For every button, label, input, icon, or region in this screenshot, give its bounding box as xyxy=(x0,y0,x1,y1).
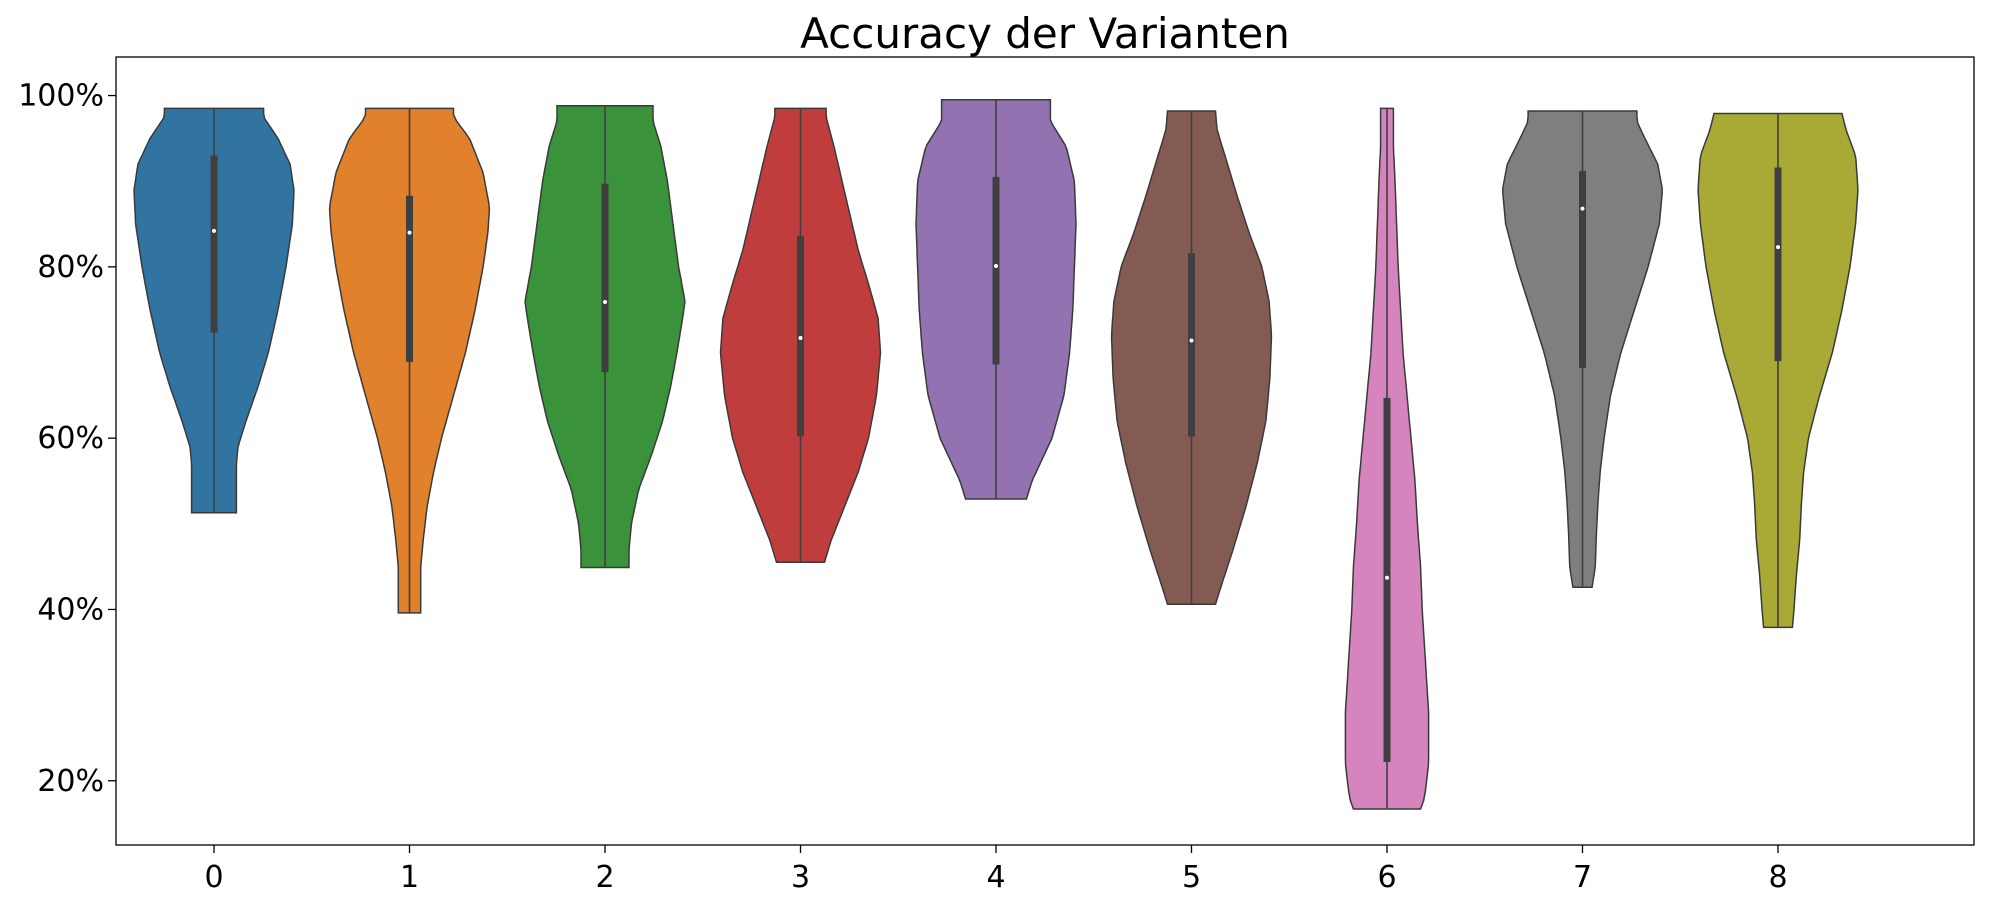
violin-iqr-box-6 xyxy=(1383,397,1391,762)
violins-group xyxy=(133,99,1859,810)
violin-iqr-box-7 xyxy=(1579,170,1586,368)
y-tick-label: 60% xyxy=(37,421,104,456)
violin-median-5 xyxy=(1189,338,1194,343)
violin-median-0 xyxy=(212,228,216,233)
violin-1 xyxy=(328,107,491,614)
x-tick-label: 4 xyxy=(986,860,1005,895)
violin-iqr-box-1 xyxy=(406,195,413,362)
x-tick-label: 2 xyxy=(595,860,614,895)
violin-median-2 xyxy=(603,299,607,304)
violin-median-4 xyxy=(994,263,998,268)
violin-iqr-box-2 xyxy=(601,183,609,373)
violin-iqr-box-4 xyxy=(992,176,1000,365)
y-axis: 20% 40% 60% 80% 100% xyxy=(18,79,116,799)
violin-median-3 xyxy=(798,335,803,340)
x-axis: 0 1 2 3 4 5 6 7 8 xyxy=(204,845,1788,895)
chart-title: Accuracy der Varianten xyxy=(800,9,1290,58)
x-tick-label: 7 xyxy=(1573,860,1592,895)
x-tick-label: 3 xyxy=(791,860,810,895)
x-tick-label: 6 xyxy=(1377,860,1396,895)
violin-8 xyxy=(1697,112,1859,629)
violin-5 xyxy=(1110,110,1273,606)
violin-2 xyxy=(524,105,686,569)
plot-area-frame xyxy=(115,56,1975,846)
violin-iqr-box-5 xyxy=(1188,253,1195,437)
y-tick-label: 100% xyxy=(18,79,104,114)
violin-median-6 xyxy=(1385,575,1389,580)
x-tick-label: 5 xyxy=(1182,860,1201,895)
y-tick-label: 40% xyxy=(37,592,104,627)
violin-iqr-box-8 xyxy=(1774,167,1782,362)
violin-median-8 xyxy=(1776,245,1780,250)
y-tick-label: 80% xyxy=(37,250,104,285)
y-tick-label: 20% xyxy=(37,764,104,799)
violin-3 xyxy=(719,107,882,564)
violin-median-1 xyxy=(407,230,412,235)
x-tick-label: 8 xyxy=(1768,860,1787,895)
x-tick-label: 0 xyxy=(204,860,223,895)
violin-7 xyxy=(1502,110,1663,588)
violin-iqr-box-0 xyxy=(210,155,218,333)
violin-6 xyxy=(1344,107,1430,810)
x-tick-label: 1 xyxy=(400,860,419,895)
violin-median-7 xyxy=(1580,206,1585,211)
violin-4 xyxy=(915,99,1077,500)
violin-0 xyxy=(133,107,295,514)
